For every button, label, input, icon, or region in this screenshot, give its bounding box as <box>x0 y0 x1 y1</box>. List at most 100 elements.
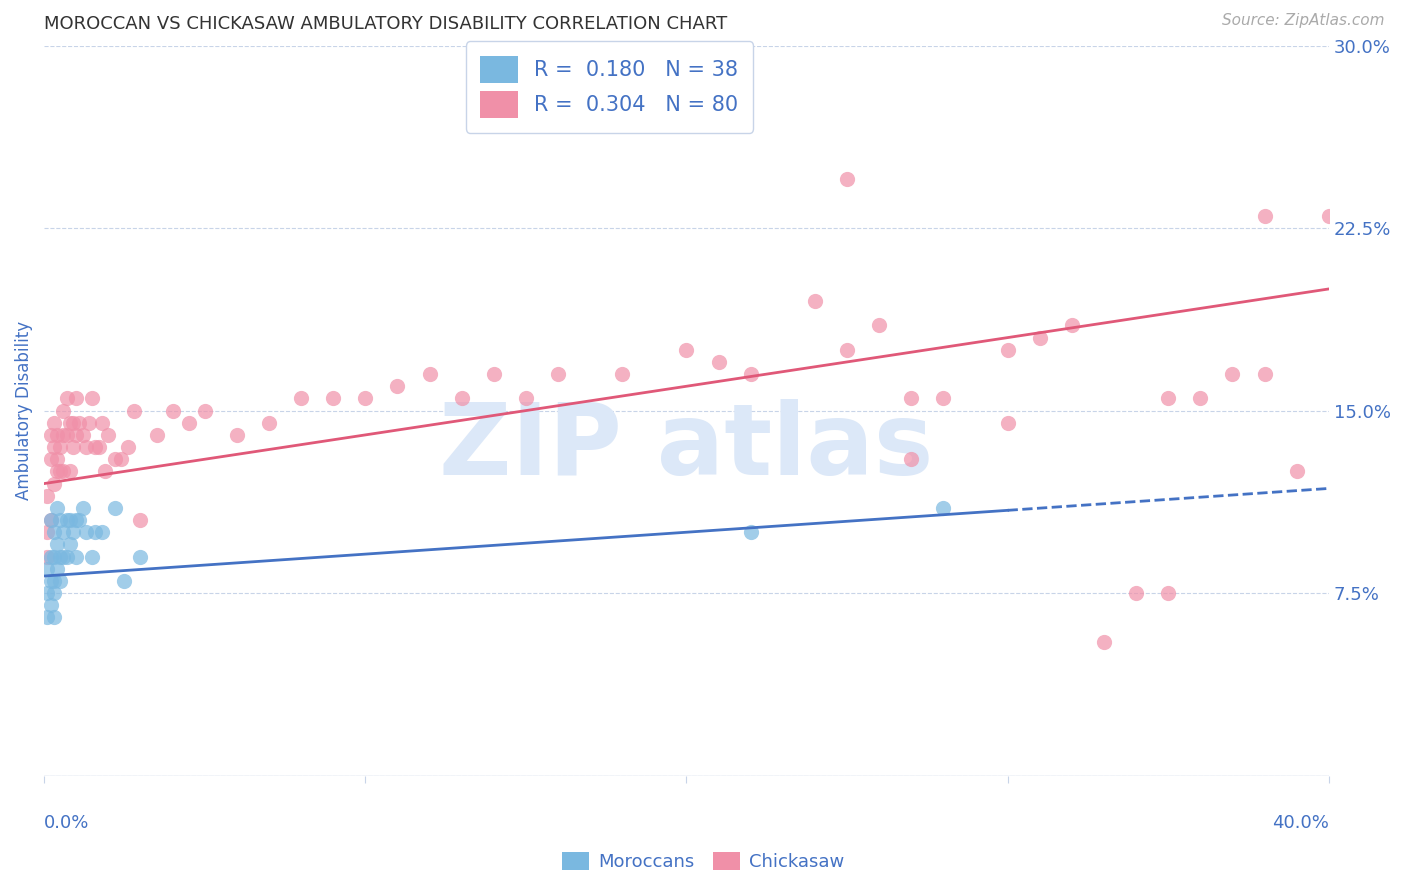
Point <box>65 428 87 442</box>
Point <box>46 452 69 467</box>
Point <box>42 610 65 624</box>
Point <box>42 416 65 430</box>
Point <box>59 464 82 478</box>
Point <box>55 428 77 442</box>
Point <box>129 549 152 564</box>
Point <box>52 428 75 442</box>
Point <box>42 476 65 491</box>
Point <box>46 464 69 478</box>
Point <box>900 452 922 467</box>
Point <box>84 440 107 454</box>
Point <box>707 355 730 369</box>
Point <box>52 549 75 564</box>
Point <box>39 549 62 564</box>
Point <box>194 403 217 417</box>
Point <box>42 440 65 454</box>
Point <box>804 294 827 309</box>
Point <box>835 343 858 357</box>
Point <box>62 525 84 540</box>
Point <box>37 549 59 564</box>
Point <box>72 500 94 515</box>
Point <box>94 464 117 478</box>
Point <box>1189 392 1212 406</box>
Point <box>104 500 127 515</box>
Point <box>52 403 75 417</box>
Point <box>77 416 100 430</box>
Point <box>39 513 62 527</box>
Point <box>72 428 94 442</box>
Point <box>740 525 762 540</box>
Point <box>162 403 184 417</box>
Point <box>177 416 200 430</box>
Legend: R =  0.180   N = 38, R =  0.304   N = 80: R = 0.180 N = 38, R = 0.304 N = 80 <box>465 42 754 133</box>
Point <box>87 440 110 454</box>
Point <box>52 464 75 478</box>
Point <box>354 392 377 406</box>
Point <box>75 525 97 540</box>
Point <box>868 318 890 333</box>
Text: Source: ZipAtlas.com: Source: ZipAtlas.com <box>1222 13 1385 29</box>
Point <box>84 525 107 540</box>
Point <box>37 489 59 503</box>
Point <box>900 392 922 406</box>
Point <box>1157 586 1180 600</box>
Point <box>290 392 312 406</box>
Point <box>1028 330 1050 344</box>
Text: MOROCCAN VS CHICKASAW AMBULATORY DISABILITY CORRELATION CHART: MOROCCAN VS CHICKASAW AMBULATORY DISABIL… <box>44 15 727 33</box>
Point <box>122 403 145 417</box>
Point <box>42 549 65 564</box>
Point <box>65 513 87 527</box>
Point <box>55 549 77 564</box>
Point <box>1157 392 1180 406</box>
Point <box>612 367 634 381</box>
Point <box>69 513 91 527</box>
Point <box>547 367 569 381</box>
Text: ZIP atlas: ZIP atlas <box>439 399 934 496</box>
Point <box>1092 634 1115 648</box>
Point <box>37 610 59 624</box>
Point <box>65 549 87 564</box>
Point <box>1253 209 1275 223</box>
Point <box>129 513 152 527</box>
Point <box>675 343 697 357</box>
Point <box>69 416 91 430</box>
Point <box>225 428 247 442</box>
Y-axis label: Ambulatory Disability: Ambulatory Disability <box>15 321 32 500</box>
Point <box>322 392 344 406</box>
Point <box>1060 318 1083 333</box>
Point <box>46 428 69 442</box>
Point <box>257 416 280 430</box>
Point <box>49 549 72 564</box>
Point <box>65 392 87 406</box>
Point <box>997 343 1019 357</box>
Point <box>46 537 69 551</box>
Point <box>59 416 82 430</box>
Point <box>90 416 112 430</box>
Point <box>59 513 82 527</box>
Point <box>37 525 59 540</box>
Point <box>1285 464 1308 478</box>
Point <box>39 452 62 467</box>
Point <box>110 452 132 467</box>
Point <box>932 500 955 515</box>
Point <box>49 464 72 478</box>
Point <box>90 525 112 540</box>
Point <box>418 367 440 381</box>
Point <box>82 392 104 406</box>
Point <box>62 440 84 454</box>
Point <box>1125 586 1147 600</box>
Text: 0.0%: 0.0% <box>44 814 90 832</box>
Point <box>740 367 762 381</box>
Point <box>49 440 72 454</box>
Point <box>97 428 120 442</box>
Point <box>387 379 409 393</box>
Point <box>42 525 65 540</box>
Point <box>75 440 97 454</box>
Point <box>145 428 167 442</box>
Point <box>39 574 62 588</box>
Point <box>55 513 77 527</box>
Point <box>37 586 59 600</box>
Point <box>42 574 65 588</box>
Point <box>37 562 59 576</box>
Point <box>104 452 127 467</box>
